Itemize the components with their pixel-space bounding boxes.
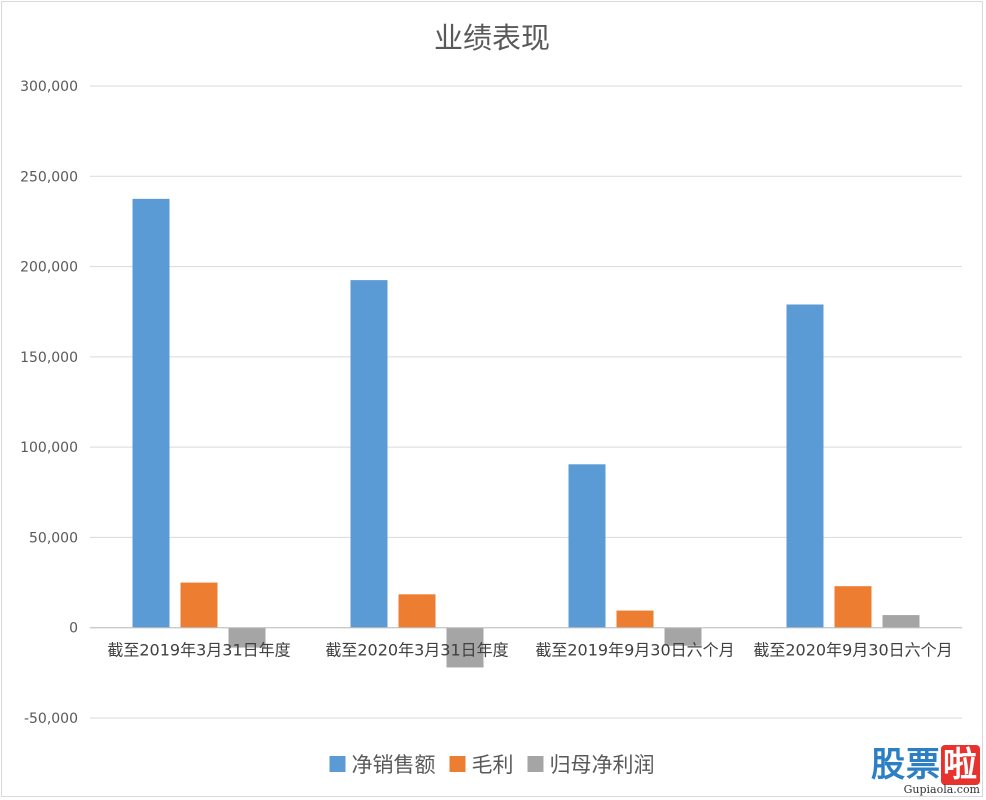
x-tick-label: 截至2020年9月30日六个月	[753, 641, 952, 660]
y-tick-label: 150,000	[20, 350, 78, 366]
bar	[882, 615, 920, 628]
legend-swatch	[527, 756, 544, 772]
y-tick-label: 0	[69, 621, 78, 637]
bar	[568, 464, 606, 628]
x-tick-label: 截至2020年3月31日年度	[325, 641, 508, 660]
bar	[180, 582, 218, 628]
legend-swatch	[449, 756, 466, 772]
y-tick-label: 300,000	[20, 79, 78, 95]
legend: 净销售额 毛利 归母净利润	[329, 753, 655, 777]
bar	[786, 304, 824, 628]
watermark-url: Gupiaola.com	[903, 783, 980, 796]
bar	[350, 280, 388, 628]
watermark: 股票啦 Gupiaola.com	[871, 745, 980, 796]
y-tick-label: -50,000	[24, 711, 78, 727]
legend-swatch	[329, 756, 346, 772]
x-tick-label: 截至2019年3月31日年度	[107, 641, 290, 660]
legend-label: 净销售额	[352, 753, 436, 777]
y-tick-label: 50,000	[29, 530, 78, 546]
bar	[228, 627, 266, 648]
y-tick-label: 200,000	[20, 260, 78, 276]
y-axis-labels: 300,000 250,000 200,000 150,000 100,000 50,00…	[20, 79, 78, 727]
bar	[446, 627, 484, 668]
legend-label: 归母净利润	[550, 753, 655, 777]
x-axis-labels: 截至2019年3月31日年度 截至2020年3月31日年度 截至2019年9月30日…	[107, 641, 952, 660]
bars	[132, 198, 920, 668]
y-tick-label: 100,000	[20, 440, 78, 456]
bar	[664, 627, 702, 646]
chart-title: 业绩表现	[434, 21, 550, 55]
bar	[132, 198, 170, 628]
x-tick-label: 截至2019年9月30日六个月	[535, 641, 734, 660]
bar	[616, 610, 654, 628]
legend-label: 毛利	[472, 753, 514, 777]
gridlines	[90, 85, 962, 719]
watermark-logo: 股票啦	[871, 745, 980, 785]
y-tick-label: 250,000	[20, 169, 78, 185]
bar	[398, 594, 436, 628]
bar	[834, 586, 872, 628]
